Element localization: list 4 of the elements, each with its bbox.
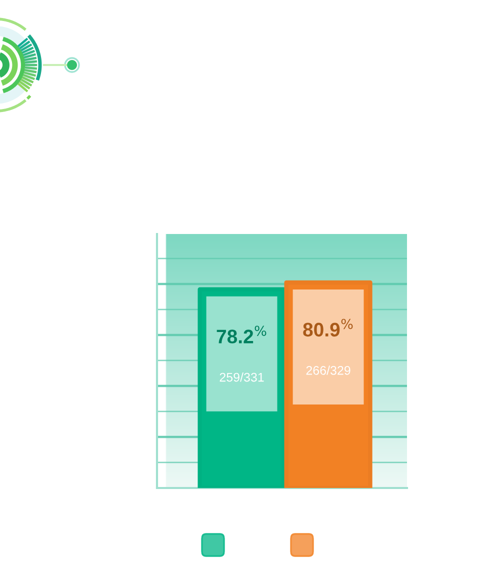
data-label: 80.9$^{%}$ (303, 318, 353, 337)
data-label: 78.2$^{%}$ (216, 326, 266, 344)
annotation: 259/331 (220, 372, 264, 382)
annotation: 266/329 (306, 366, 350, 375)
